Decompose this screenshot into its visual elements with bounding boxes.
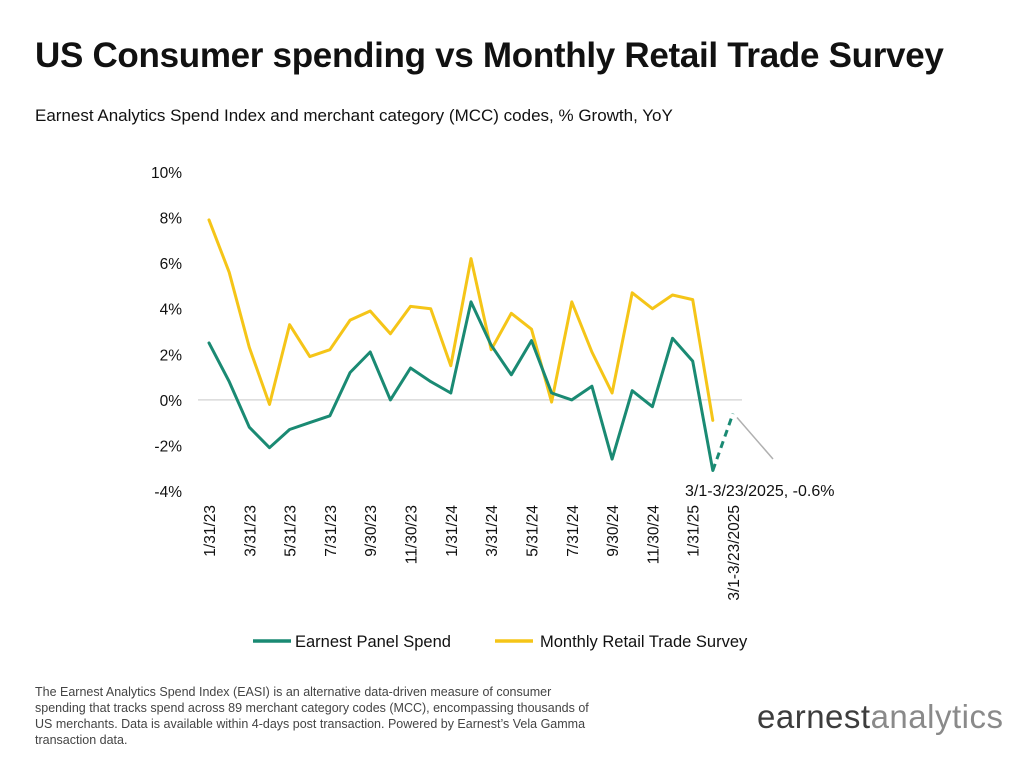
series-monthly-retail-trade-survey [207, 218, 715, 422]
x-axis: 1/31/23 3/31/23 5/31/23 7/31/23 9/30/23 11/30… [202, 505, 743, 601]
legend-item-monthly-retail-trade-survey: Monthly Retail Trade Survey [495, 633, 748, 651]
annotation-leader-line [736, 417, 774, 460]
y-tick-label: 6% [160, 256, 183, 273]
annotation-layer: 3/1-3/23/2025, -0.6% [685, 417, 834, 500]
series-layer [207, 218, 735, 472]
legend-label: Earnest Panel Spend [295, 633, 451, 651]
x-tick-label: 7/31/24 [565, 505, 582, 557]
line-chart: 10% 8% 6% 4% 2% 0% -2% -4% 1/31/23 3/31/23 5/31/2… [151, 165, 834, 651]
footnote: The Earnest Analytics Spend Index (EASI)… [35, 685, 589, 747]
x-tick-label: 1/31/24 [444, 505, 461, 557]
y-tick-label: -2% [154, 438, 182, 455]
logo-word-analytics: analytics [870, 698, 1004, 735]
x-tick-label: 1/31/25 [686, 505, 703, 557]
x-tick-label: 1/31/23 [202, 505, 219, 557]
x-tick-label: 3/1-3/23/2025 [726, 505, 743, 601]
chart-subtitle: Earnest Analytics Spend Index and mercha… [35, 106, 673, 125]
y-tick-label: 0% [160, 393, 183, 410]
x-tick-label: 11/30/23 [404, 505, 421, 564]
x-tick-label: 7/31/23 [323, 505, 340, 557]
earnest-analytics-logo: earnestanalytics [757, 698, 1003, 736]
y-axis: 10% 8% 6% 4% 2% 0% -2% -4% [151, 165, 742, 501]
chart-title: US Consumer spending vs Monthly Retail T… [35, 36, 944, 75]
legend: Earnest Panel Spend Monthly Retail Trade … [253, 633, 748, 651]
series-line [207, 300, 715, 472]
legend-label: Monthly Retail Trade Survey [540, 633, 748, 651]
series-line-dashed-segment [711, 413, 735, 471]
x-tick-label: 11/30/24 [645, 505, 662, 565]
series-earnest-panel-spend [207, 300, 735, 472]
annotation-label: 3/1-3/23/2025, -0.6% [685, 483, 834, 500]
x-tick-label: 9/30/23 [363, 505, 380, 557]
logo-word-earnest: earnest [757, 698, 871, 735]
y-tick-label: -4% [154, 484, 182, 501]
y-tick-label: 4% [160, 302, 183, 319]
y-tick-label: 8% [160, 211, 183, 228]
legend-item-earnest-panel-spend: Earnest Panel Spend [253, 633, 451, 651]
y-tick-label: 10% [151, 165, 182, 182]
x-tick-label: 3/31/23 [242, 505, 259, 557]
series-line [207, 218, 715, 422]
x-tick-label: 9/30/24 [605, 505, 622, 557]
x-tick-label: 5/31/23 [283, 505, 300, 557]
y-tick-label: 2% [160, 347, 183, 364]
x-tick-label: 5/31/24 [524, 505, 541, 557]
x-tick-label: 3/31/24 [484, 505, 501, 557]
